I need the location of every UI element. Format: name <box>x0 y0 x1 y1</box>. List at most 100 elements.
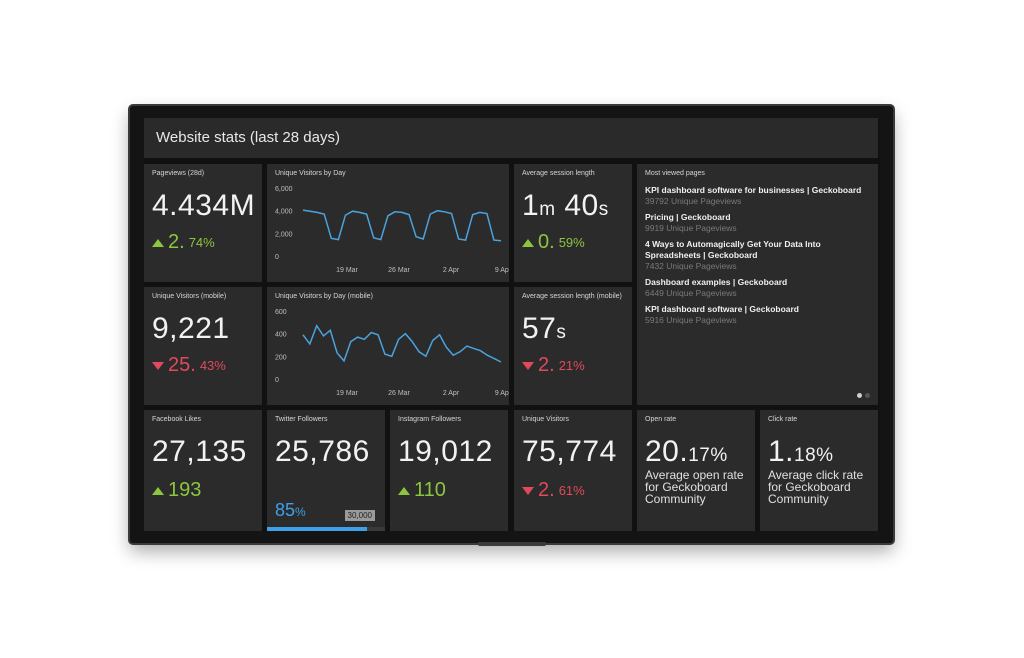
most-viewed-item-views: 9919 Unique Pageviews <box>645 223 737 233</box>
value-int: 1. <box>768 435 795 468</box>
uv-by-day-tile: Unique Visitors by Day 6,000 4,000 2,000 0 1… <box>267 164 509 282</box>
most-viewed-item-title: 4 Ways to Automagically Get Your Data In… <box>645 239 821 260</box>
tile-title: Facebook Likes <box>152 416 202 423</box>
pageviews-delta: 2. 74% <box>152 231 254 254</box>
up-arrow-icon <box>152 238 164 247</box>
delta-dec: 43% <box>199 358 226 373</box>
pageviews-tile: Pageviews (28d) 4.434M 2. 74% <box>144 164 262 282</box>
twitter-tile: Twitter Followers 25,786 85% 30,000 <box>267 410 385 531</box>
facebook-tile: Facebook Likes 27,135 193 <box>144 410 262 531</box>
unit-seconds: s <box>556 322 567 343</box>
x-tick-label: 26 Mar <box>388 390 410 397</box>
open-rate-description: Average open rate for Geckoboard Communi… <box>645 468 744 506</box>
most-viewed-list: KPI dashboard software for businesses | … <box>645 185 870 326</box>
uv-by-day-chart: 6,000 4,000 2,000 0 19 Mar 26 Mar 2 Apr 9 Apr <box>275 186 509 274</box>
tile-title: Unique Visitors <box>522 416 569 423</box>
instagram-value: 19,012 <box>398 435 493 468</box>
most-viewed-item-views: 6449 Unique Pageviews <box>645 288 737 298</box>
up-arrow-icon <box>398 486 410 495</box>
delta-dec: 74% <box>188 235 215 250</box>
tile-title: Open rate <box>645 416 677 423</box>
y-tick-label: 2,000 <box>275 231 293 238</box>
delta-dec: 61% <box>558 483 585 498</box>
tv-frame: Website stats (last 28 days) Pageviews (… <box>130 106 893 543</box>
x-tick-label: 19 Mar <box>336 390 358 397</box>
down-arrow-icon <box>522 361 534 370</box>
up-arrow-icon <box>522 238 534 247</box>
avg-session-mobile-delta: 2. 21% <box>522 354 624 377</box>
tile-title: Average session length <box>522 170 595 177</box>
dashboard-header: Website stats (last 28 days) <box>144 118 878 158</box>
x-tick-label: 2 Apr <box>443 390 460 397</box>
twitter-goal-fill <box>267 527 368 531</box>
tile-title: Most viewed pages <box>645 170 705 177</box>
down-arrow-icon <box>522 486 534 495</box>
most-viewed-item-views: 5916 Unique Pageviews <box>645 315 737 325</box>
value-seconds: 57 <box>522 312 557 345</box>
avg-session-tile: Average session length 1m 40s 0. 59% <box>514 164 632 282</box>
twitter-value: 25,786 <box>275 435 370 468</box>
x-tick-label: 9 Apr <box>495 267 509 274</box>
value-int: 20. <box>645 435 689 468</box>
page-dot[interactable] <box>857 393 862 398</box>
series-line <box>302 209 502 242</box>
tile-title: Unique Visitors by Day <box>275 170 346 177</box>
page-dot[interactable] <box>865 393 870 398</box>
twitter-goal-percent: 85% <box>275 500 306 521</box>
avg-session-mobile-value: 57s <box>522 312 624 346</box>
instagram-delta: 110 <box>398 479 500 502</box>
tile-title: Instagram Followers <box>398 416 462 423</box>
unique-visitors-delta: 2. 61% <box>522 479 624 502</box>
uv-mobile-value: 9,221 <box>152 312 230 345</box>
most-viewed-item-title: Pricing | Geckoboard <box>645 212 731 222</box>
x-tick-label: 26 Mar <box>388 267 410 274</box>
value-dec: 17% <box>688 445 728 466</box>
most-viewed-item-title: KPI dashboard software for businesses | … <box>645 185 862 195</box>
click-rate-description: Average click rate for Geckoboard Commun… <box>768 468 864 506</box>
tile-title: Unique Visitors by Day (mobile) <box>275 293 373 300</box>
uv-mobile-tile: Unique Visitors (mobile) 9,221 25. 43% <box>144 287 262 405</box>
avg-session-delta: 0. 59% <box>522 231 624 254</box>
y-tick-label: 6,000 <box>275 186 293 193</box>
facebook-value: 27,135 <box>152 435 247 468</box>
pagination-dots[interactable] <box>857 393 870 398</box>
tile-title: Pageviews (28d) <box>152 170 205 177</box>
facebook-delta: 193 <box>152 479 254 502</box>
most-viewed-item-title: Dashboard examples | Geckoboard <box>645 277 788 287</box>
pageviews-value: 4.434M <box>152 189 256 222</box>
x-tick-label: 2 Apr <box>443 267 460 274</box>
value-minutes: 1 <box>522 189 540 222</box>
down-arrow-icon <box>152 361 164 370</box>
dashboard-screen: Website stats (last 28 days) Pageviews (… <box>144 118 880 531</box>
instagram-tile: Instagram Followers 19,012 110 <box>390 410 508 531</box>
click-rate-tile: Click rate 1.18% Average click rate for … <box>760 410 878 531</box>
delta-int: 2. <box>168 231 185 253</box>
y-tick-label: 600 <box>275 309 287 316</box>
delta-value: 193 <box>168 479 202 501</box>
uv-by-day-mobile-chart: 600 400 200 0 19 Mar 26 Mar 2 Apr 9 Apr <box>275 309 509 397</box>
unique-visitors-tile: Unique Visitors 75,774 2. 61% <box>514 410 632 531</box>
delta-value: 110 <box>414 479 446 501</box>
delta-int: 25. <box>168 354 196 376</box>
y-tick-label: 4,000 <box>275 209 293 216</box>
tv-stand <box>478 542 546 546</box>
most-viewed-tile: Most viewed pages KPI dashboard software… <box>637 164 878 405</box>
uv-by-day-mobile-tile: Unique Visitors by Day (mobile) 600 400 20… <box>267 287 509 405</box>
tile-title: Twitter Followers <box>275 416 328 423</box>
x-tick-label: 9 Apr <box>495 390 509 397</box>
click-rate-value: 1.18% <box>768 435 870 469</box>
up-arrow-icon <box>152 486 164 495</box>
series-line <box>302 324 502 363</box>
delta-dec: 21% <box>558 358 585 373</box>
tile-title: Average session length (mobile) <box>522 293 622 300</box>
dashboard-title: Website stats (last 28 days) <box>156 129 340 146</box>
twitter-goal-label: 30,000 <box>344 510 375 521</box>
most-viewed-item-views: 39792 Unique Pageviews <box>645 196 742 206</box>
open-rate-tile: Open rate 20.17% Average open rate for G… <box>637 410 755 531</box>
unit-minutes: m <box>539 199 556 220</box>
most-viewed-item-views: 7432 Unique Pageviews <box>645 261 737 271</box>
most-viewed-item-title: KPI dashboard software | Geckoboard <box>645 304 799 314</box>
y-tick-label: 400 <box>275 332 287 339</box>
percent-unit: % <box>295 505 306 519</box>
avg-session-mobile-tile: Average session length (mobile) 57s 2. 21… <box>514 287 632 405</box>
